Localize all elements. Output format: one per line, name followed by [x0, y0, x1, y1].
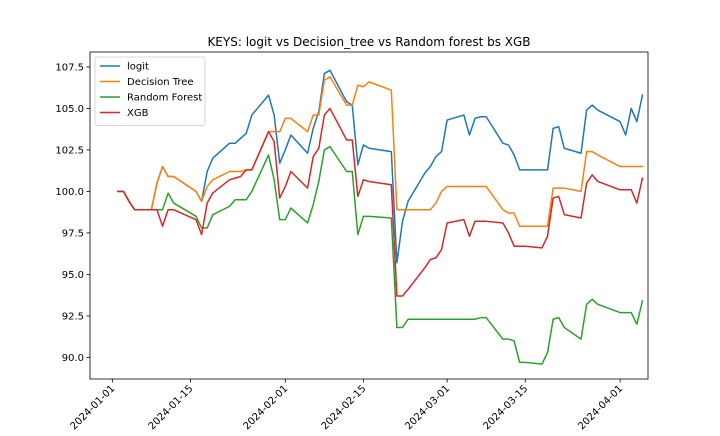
x-tick-label: 2024-01-01 [69, 383, 118, 432]
legend-label-1: logit [127, 62, 149, 73]
legend-label-2: Decision Tree [127, 77, 194, 88]
legend-label-3: Random Forest [127, 93, 202, 104]
series-layer [117, 69, 644, 365]
legend-box [94, 56, 206, 126]
y-tick-label: 90.0 [62, 353, 84, 364]
legend: logit Decision Tree Random Forest XGB [94, 56, 206, 126]
series-line-1 [117, 69, 644, 264]
y-tick-label: 100.0 [55, 187, 84, 198]
x-tick-label: 2024-03-15 [481, 383, 530, 432]
series-line-3 [117, 145, 644, 365]
x-tick-label: 2024-02-01 [242, 383, 291, 432]
x-tick-label: 2024-03-01 [403, 383, 452, 432]
y-tick-label: 102.5 [55, 145, 84, 156]
y-tick-label: 92.5 [62, 311, 84, 322]
series-line-4 [117, 107, 644, 297]
y-tick-label: 105.0 [55, 104, 84, 115]
plot-frame [89, 51, 649, 380]
y-tick-label: 107.5 [55, 62, 84, 73]
y-tick-label: 95.0 [62, 270, 84, 281]
legend-label-4: XGB [127, 108, 149, 119]
series-line-2 [117, 76, 644, 228]
x-tick-label: 2024-02-15 [320, 383, 369, 432]
y-tick-label: 97.5 [62, 228, 84, 239]
x-tick-label: 2024-04-01 [576, 383, 625, 432]
chart-title: KEYS: logit vs Decision_tree vs Random f… [207, 35, 530, 49]
x-tick-label: 2024-01-15 [147, 383, 196, 432]
